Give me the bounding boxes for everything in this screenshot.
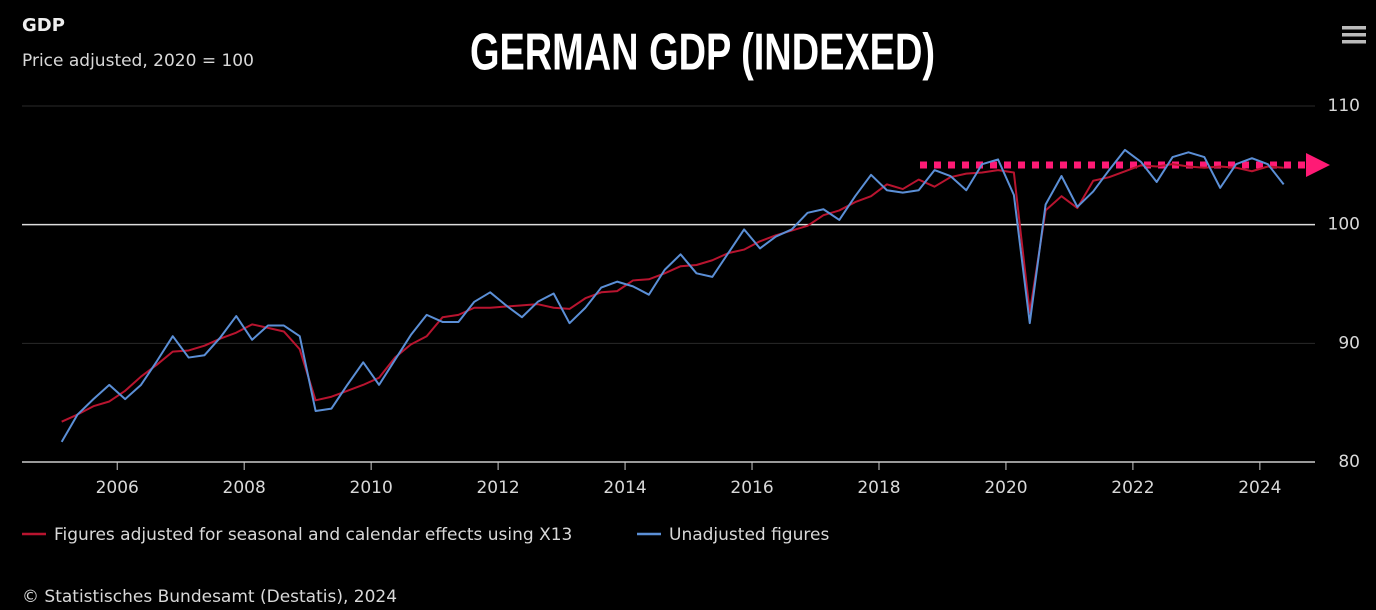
y-tick-label: 100 [1328,215,1360,235]
menu-bar [1342,40,1366,44]
x-tick-label: 2016 [730,478,773,498]
legend-label[interactable]: Unadjusted figures [669,525,829,545]
x-tick-label: 2018 [857,478,900,498]
chart-title: GERMAN GDP (INDEXED) [470,24,935,82]
x-tick-label: 2012 [476,478,519,498]
arrow-head [1306,153,1330,177]
data-line [60,148,1285,443]
x-tick-label: 2020 [984,478,1027,498]
chart-subtitle: Price adjusted, 2020 = 100 [22,51,254,71]
x-tick-label: 2006 [96,478,139,498]
chart-header: GDP [22,15,65,36]
source: © Statistisches Bundesamt (Destatis), 20… [22,587,397,607]
menu-icon[interactable] [1342,26,1366,44]
y-tick-label: 110 [1328,96,1360,116]
y-tick-label: 80 [1338,452,1360,472]
x-tick-label: 2022 [1111,478,1154,498]
menu-bar [1342,33,1366,37]
legend-label[interactable]: Figures adjusted for seasonal and calend… [54,525,572,545]
x-tick-label: 2010 [350,478,393,498]
x-tick-label: 2024 [1238,478,1281,498]
menu-bar [1342,26,1366,30]
y-tick-label: 90 [1338,333,1360,353]
x-tick-label: 2008 [223,478,266,498]
x-tick-label: 2014 [603,478,646,498]
annotation-arrow [920,153,1330,177]
